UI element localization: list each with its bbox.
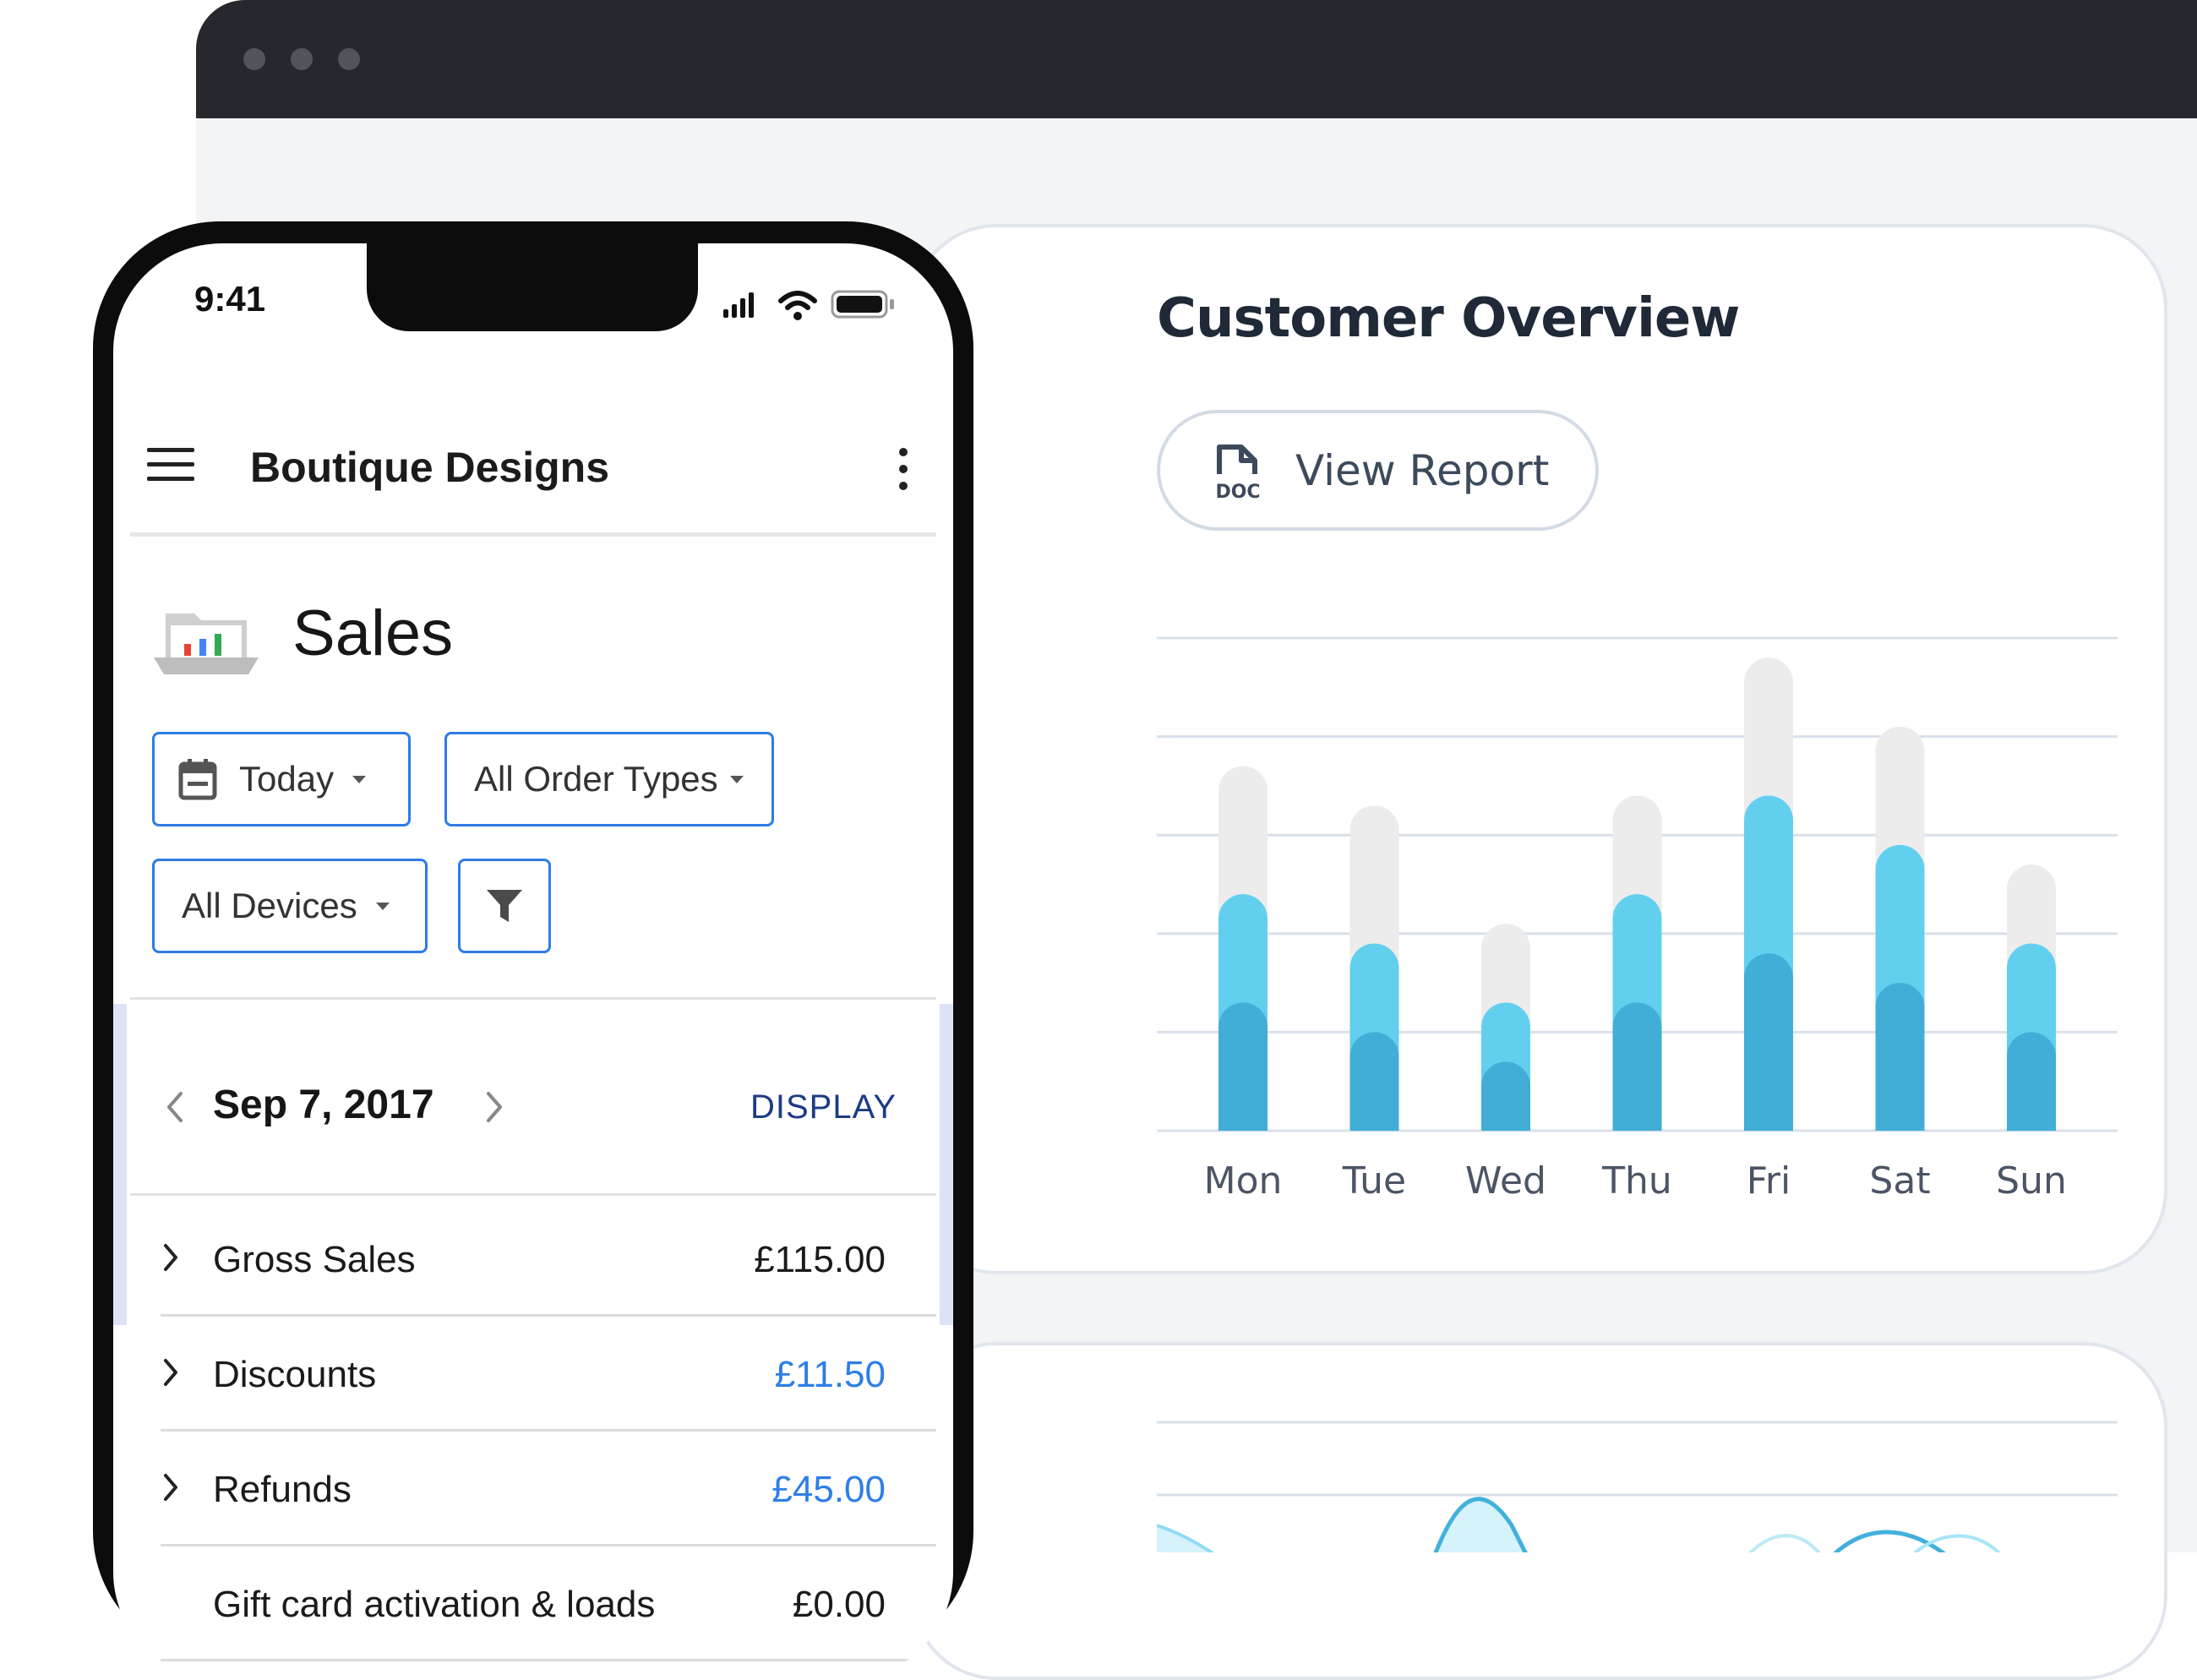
chevron-down-icon [729, 775, 744, 783]
bar-tue-segment-1 [1349, 1032, 1399, 1131]
wave-line [1157, 1524, 1215, 1552]
section-divider [130, 997, 936, 1000]
sales-row-gross-sales[interactable]: Gross Sales £115.00 [113, 1202, 953, 1317]
bar-fri-segment-1 [1744, 953, 1793, 1131]
wifi-icon [778, 291, 817, 320]
date-filter-dropdown[interactable]: Today [152, 732, 411, 826]
status-bar-icons [723, 290, 894, 320]
date-filter-label: Today [239, 759, 335, 799]
app-bar: Boutique Designs [113, 421, 953, 514]
row-value: £45.00 [771, 1469, 886, 1510]
row-value: £0.00 [792, 1584, 886, 1625]
status-icons [723, 287, 897, 321]
x-tick-label: Sat [1869, 1159, 1930, 1203]
background-strip [113, 1004, 127, 1325]
calendar-icon [178, 759, 217, 800]
chevron-right-icon [164, 1244, 177, 1271]
background-strip [940, 1004, 953, 1325]
customer-overview-chart: Mon Tue Wed Thu Fri Sat Sun [1157, 636, 2118, 1203]
window-close-dot[interactable] [243, 48, 265, 70]
card-title: Customer Overview [1157, 287, 1740, 350]
x-tick-label: Tue [1342, 1159, 1406, 1203]
devices-label: All Devices [182, 886, 357, 925]
order-types-dropdown[interactable]: All Order Types [444, 732, 774, 826]
sales-row-discounts[interactable]: Discounts £11.50 [113, 1317, 953, 1432]
row-divider [161, 1659, 936, 1661]
current-date: Sep 7, 2017 [213, 1083, 434, 1127]
x-tick-label: Thu [1601, 1159, 1672, 1203]
view-report-button[interactable]: DOC View Report [1157, 410, 1599, 531]
bar-thu-segment-1 [1612, 1002, 1662, 1131]
phone-screen: 9:41 [113, 243, 953, 1680]
x-tick-label: Mon [1204, 1159, 1283, 1203]
phone-frame: 9:41 [93, 221, 973, 1680]
more-options-icon[interactable] [894, 448, 913, 490]
bar-mon-segment-1 [1218, 1002, 1268, 1131]
chevron-down-icon [375, 902, 390, 910]
devices-dropdown[interactable]: All Devices [152, 859, 428, 953]
row-divider [161, 1429, 936, 1432]
row-divider [161, 1314, 936, 1317]
window-zoom-dot[interactable] [338, 48, 360, 70]
status-time: 9:41 [194, 279, 266, 319]
wave-line [1912, 1534, 2001, 1552]
x-tick-label: Fri [1747, 1159, 1791, 1203]
doc-icon: DOC [1215, 444, 1261, 501]
doc-icon-text: DOC [1215, 482, 1260, 501]
chevron-right-icon [164, 1474, 177, 1501]
x-tick-label: Wed [1465, 1159, 1546, 1203]
next-date-icon[interactable] [482, 1088, 507, 1126]
sales-row-refunds[interactable]: Refunds £45.00 [113, 1432, 953, 1546]
previous-date-icon[interactable] [162, 1088, 188, 1126]
row-label: Gift card activation & loads [213, 1584, 656, 1625]
page-title: Sales [292, 597, 454, 669]
bar-sun-segment-1 [2007, 1032, 2056, 1131]
order-types-label: All Order Types [474, 759, 718, 799]
bar-wed-segment-1 [1481, 1061, 1530, 1131]
wave-line [1833, 1530, 1946, 1552]
customer-overview-card [912, 224, 2167, 1274]
row-label: Refunds [213, 1469, 352, 1510]
phone-notch [367, 243, 698, 331]
wave-chart [1157, 1421, 2118, 1552]
row-label: Gross Sales [213, 1239, 416, 1280]
window-minimize-dot[interactable] [291, 48, 313, 70]
wave-line [1748, 1534, 1821, 1552]
row-divider [161, 1544, 936, 1546]
bar-sat-segment-1 [1875, 983, 1925, 1131]
row-value: £11.50 [774, 1354, 886, 1395]
display-link[interactable]: DISPLAY [750, 1088, 897, 1126]
filter-button[interactable] [458, 859, 551, 953]
battery-icon [831, 290, 894, 319]
sales-row-gift-card: Gift card activation & loads £0.00 [113, 1546, 953, 1661]
x-tick-label: Sun [1996, 1159, 2067, 1203]
chevron-down-icon [352, 775, 367, 783]
menu-icon[interactable] [147, 446, 194, 483]
signal-icon [723, 292, 754, 318]
row-value: £115.00 [754, 1239, 886, 1280]
sales-report-icon [154, 614, 259, 674]
wave-line [1433, 1497, 1528, 1552]
chevron-right-icon [164, 1359, 177, 1386]
app-title: Boutique Designs [250, 444, 610, 491]
row-label: Discounts [213, 1354, 377, 1395]
browser-title-bar [196, 0, 2197, 118]
filter-funnel-icon [487, 890, 522, 922]
section-divider [130, 1193, 936, 1196]
app-bar-divider [130, 532, 936, 537]
view-report-label: View Report [1295, 445, 1550, 495]
